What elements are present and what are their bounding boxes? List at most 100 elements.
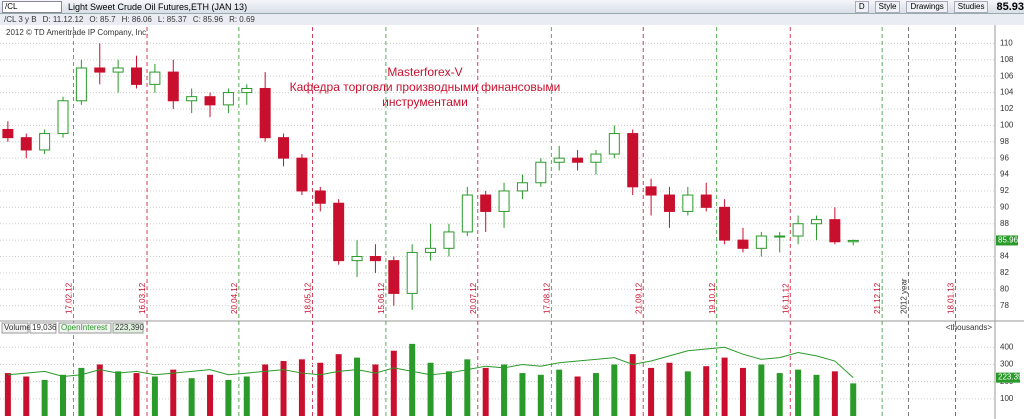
last-label: 85.96 — [998, 236, 1019, 245]
button[interactable]: D — [854, 0, 869, 13]
header-item: O: 85.7 — [89, 15, 116, 24]
volume-bar — [519, 373, 526, 416]
date-label: 20.04.12 — [230, 282, 239, 314]
candle-body — [75, 67, 87, 102]
button[interactable]: Style — [874, 0, 901, 13]
y-tick-label: 106 — [1000, 71, 1014, 80]
symbol-input[interactable]: /CL — [2, 0, 62, 13]
candle-body — [278, 137, 290, 159]
end-label-box — [996, 372, 1020, 383]
header-item: D: 11.12.12 — [43, 15, 84, 24]
volume-bar — [23, 376, 30, 416]
candle-body — [167, 71, 179, 102]
date-label: 16.03.12 — [138, 282, 147, 314]
candle-body — [700, 194, 712, 208]
candle-body — [645, 186, 657, 196]
volume-bar — [592, 373, 599, 416]
toolbar: /CL Light Sweet Crude Oil Futures,ETH (J… — [0, 0, 1024, 14]
volume-bar — [776, 373, 783, 416]
volume-bar — [133, 373, 140, 416]
header-item: /CL 3 y B — [4, 15, 37, 24]
candle-body — [682, 194, 694, 212]
candle-body — [296, 157, 308, 192]
y-tick-label: 88 — [1000, 219, 1009, 228]
end-label: 223.39 — [998, 373, 1023, 382]
y-tick-label: 100 — [1000, 120, 1014, 129]
candle-body — [241, 87, 253, 94]
candle-body — [425, 247, 437, 253]
candle-body — [719, 206, 731, 241]
candle-body — [131, 67, 143, 85]
date-label: 18.05.12 — [304, 282, 313, 314]
y-tick-label: 100 — [1000, 394, 1014, 403]
description: Light Sweet Crude Oil Futures,ETH (JAN 1… — [68, 1, 248, 12]
y-tick-label: 90 — [1000, 202, 1009, 211]
y-tick-label: 82 — [1000, 268, 1009, 277]
volume-title: Volume — [4, 323, 31, 332]
volume-bar — [335, 354, 342, 416]
volume-bar — [243, 376, 250, 416]
volume-bar — [41, 379, 48, 416]
header-item: R: 0.69 — [229, 15, 255, 24]
candle-body — [572, 157, 584, 163]
date-label: 17.08.12 — [542, 282, 551, 314]
y-tick-label: 92 — [1000, 186, 1009, 195]
volume-bar — [96, 364, 103, 416]
volume-bar — [262, 364, 269, 416]
y-tick-label: 104 — [1000, 88, 1014, 97]
header-item: H: 86.06 — [122, 15, 153, 24]
legend-value-box — [112, 322, 144, 334]
volume-bar — [188, 378, 195, 416]
volume-bar — [4, 373, 11, 416]
volume-bar — [721, 357, 728, 416]
date-label: 21.09.12 — [634, 282, 643, 314]
candle-body — [333, 202, 345, 262]
volume-bar — [317, 362, 324, 416]
candle-body — [369, 256, 381, 262]
volume-bar — [427, 362, 434, 416]
year-label: 2012 year — [899, 278, 908, 314]
volume-bar — [648, 367, 655, 416]
y-tick-label: 84 — [1000, 252, 1009, 261]
candle-body — [57, 100, 69, 135]
legend-box — [58, 322, 112, 334]
y-tick-label: 400 — [1000, 342, 1014, 351]
button[interactable]: Studies — [953, 0, 989, 13]
candle-body — [516, 182, 528, 192]
y-tick-label: 94 — [1000, 170, 1009, 179]
volume-bar — [831, 371, 838, 416]
volume-bar — [280, 361, 287, 416]
open-interest-line — [7, 346, 854, 379]
annotation: Кафедра торговли производными финансовым… — [290, 80, 561, 94]
candle-body — [186, 96, 198, 102]
volume-bar — [78, 367, 85, 416]
candle-body — [39, 133, 51, 151]
date-label: 16.11.12 — [781, 283, 790, 314]
volume-bar — [537, 374, 544, 416]
volume-bar — [501, 364, 508, 416]
candle-body — [627, 133, 639, 188]
candle-body — [406, 251, 418, 294]
chart: 2012 © TD Ameritrade IP Company, Inc. Ma… — [0, 14, 1024, 419]
y-tick-label: 300 — [1000, 360, 1014, 369]
volume-bar — [574, 376, 581, 416]
copyright: 2012 © TD Ameritrade IP Company, Inc. — [6, 28, 148, 37]
candle-body — [314, 190, 326, 204]
volume-bar — [850, 383, 857, 416]
y-tick-label: 96 — [1000, 153, 1009, 162]
y-tick-label: 110 — [1000, 39, 1013, 48]
volume-bar — [684, 371, 691, 416]
volume-title-box — [1, 322, 29, 334]
volume-bar — [151, 376, 158, 416]
volume-bar — [445, 371, 452, 416]
date-label: 15.06.12 — [377, 282, 386, 314]
date-label: 17.02.12 — [65, 282, 74, 314]
candle-body — [222, 92, 234, 106]
date-label: 21.12.12 — [873, 282, 882, 314]
button[interactable]: Drawings — [906, 0, 948, 13]
candle-body — [810, 219, 822, 225]
candle-body — [498, 190, 510, 212]
volume-bar — [225, 379, 232, 416]
volume-bar — [298, 359, 305, 416]
candle-body — [112, 67, 124, 73]
